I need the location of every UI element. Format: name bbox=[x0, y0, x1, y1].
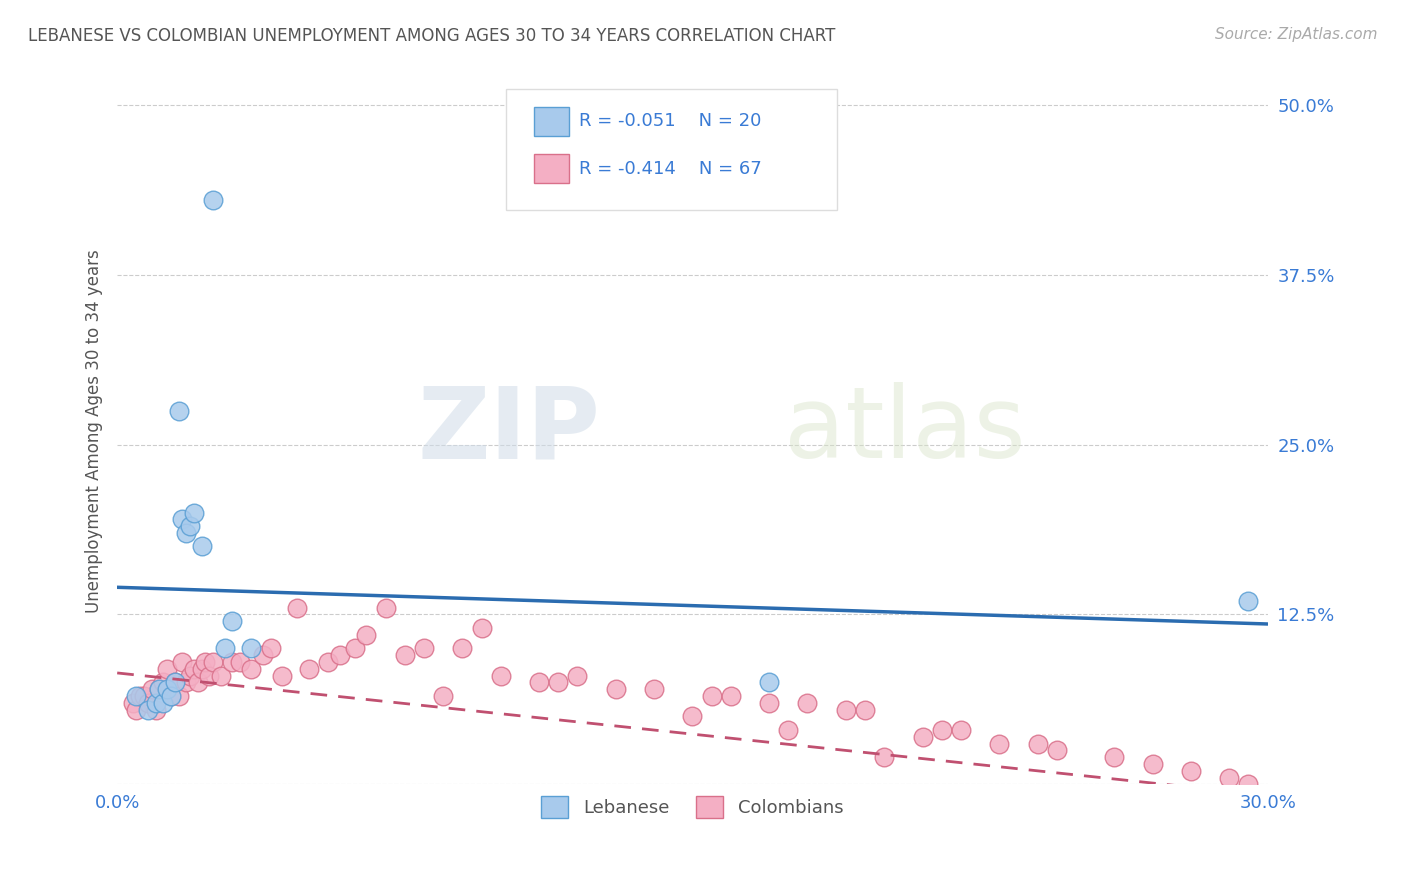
Point bbox=[873, 750, 896, 764]
Point bbox=[125, 703, 148, 717]
Point bbox=[835, 703, 858, 717]
Point bbox=[853, 703, 876, 717]
Point bbox=[343, 641, 366, 656]
Point bbox=[156, 682, 179, 697]
Point bbox=[911, 730, 934, 744]
Point bbox=[259, 641, 281, 656]
Point bbox=[1104, 750, 1126, 764]
Point bbox=[148, 682, 170, 697]
Point bbox=[136, 703, 159, 717]
Point bbox=[121, 696, 143, 710]
Point bbox=[221, 614, 243, 628]
Point bbox=[287, 600, 309, 615]
Point bbox=[240, 641, 263, 656]
Point bbox=[758, 696, 780, 710]
Point bbox=[1237, 777, 1260, 791]
Point bbox=[183, 506, 205, 520]
Point bbox=[547, 675, 569, 690]
Point bbox=[1142, 757, 1164, 772]
Point bbox=[163, 675, 186, 690]
Point bbox=[160, 689, 183, 703]
Text: Source: ZipAtlas.com: Source: ZipAtlas.com bbox=[1215, 27, 1378, 42]
Point bbox=[700, 689, 723, 703]
Point bbox=[778, 723, 800, 737]
Point bbox=[156, 662, 179, 676]
Point bbox=[221, 655, 243, 669]
Point bbox=[1218, 771, 1240, 785]
Point bbox=[167, 689, 190, 703]
Point bbox=[720, 689, 742, 703]
Point bbox=[152, 675, 174, 690]
Point bbox=[190, 540, 212, 554]
Point bbox=[451, 641, 474, 656]
Point bbox=[172, 512, 194, 526]
Text: ZIP: ZIP bbox=[418, 383, 600, 479]
Point bbox=[567, 668, 589, 682]
Point bbox=[1237, 594, 1260, 608]
Point bbox=[1026, 737, 1049, 751]
Point bbox=[202, 193, 225, 207]
Point bbox=[470, 621, 492, 635]
Point bbox=[1180, 764, 1202, 778]
Point bbox=[194, 655, 217, 669]
Point bbox=[141, 682, 163, 697]
Point bbox=[949, 723, 972, 737]
Point bbox=[527, 675, 550, 690]
Text: atlas: atlas bbox=[785, 383, 1026, 479]
Point bbox=[240, 662, 263, 676]
Point bbox=[931, 723, 953, 737]
Point bbox=[190, 662, 212, 676]
Point bbox=[209, 668, 232, 682]
Point bbox=[174, 675, 197, 690]
Point bbox=[129, 689, 152, 703]
Point bbox=[132, 689, 155, 703]
Point bbox=[214, 641, 236, 656]
Point bbox=[148, 682, 170, 697]
Point bbox=[187, 675, 209, 690]
Point bbox=[179, 668, 201, 682]
Point bbox=[145, 703, 167, 717]
Point bbox=[179, 519, 201, 533]
Point bbox=[202, 655, 225, 669]
Point bbox=[374, 600, 396, 615]
Point bbox=[252, 648, 274, 663]
Point bbox=[298, 662, 321, 676]
Point bbox=[229, 655, 252, 669]
Point bbox=[681, 709, 703, 723]
Point bbox=[125, 689, 148, 703]
Point bbox=[183, 662, 205, 676]
Point bbox=[145, 696, 167, 710]
Point bbox=[394, 648, 416, 663]
Point bbox=[163, 675, 186, 690]
Point bbox=[316, 655, 339, 669]
Point bbox=[160, 689, 183, 703]
Text: LEBANESE VS COLOMBIAN UNEMPLOYMENT AMONG AGES 30 TO 34 YEARS CORRELATION CHART: LEBANESE VS COLOMBIAN UNEMPLOYMENT AMONG… bbox=[28, 27, 835, 45]
Point bbox=[172, 655, 194, 669]
Y-axis label: Unemployment Among Ages 30 to 34 years: Unemployment Among Ages 30 to 34 years bbox=[86, 249, 103, 613]
Point bbox=[174, 525, 197, 540]
Point bbox=[796, 696, 818, 710]
Point bbox=[489, 668, 512, 682]
Point bbox=[413, 641, 436, 656]
Text: R = -0.051    N = 20: R = -0.051 N = 20 bbox=[579, 112, 762, 130]
Point bbox=[136, 696, 159, 710]
Point bbox=[356, 628, 378, 642]
Point bbox=[198, 668, 221, 682]
Point bbox=[271, 668, 294, 682]
Point bbox=[152, 696, 174, 710]
Point bbox=[605, 682, 627, 697]
Point bbox=[1046, 743, 1069, 757]
Point bbox=[432, 689, 454, 703]
Legend: Lebanese, Colombians: Lebanese, Colombians bbox=[534, 789, 851, 825]
Point bbox=[643, 682, 665, 697]
Point bbox=[167, 403, 190, 417]
Point bbox=[988, 737, 1011, 751]
Point bbox=[758, 675, 780, 690]
Text: R = -0.414    N = 67: R = -0.414 N = 67 bbox=[579, 160, 762, 178]
Point bbox=[329, 648, 352, 663]
